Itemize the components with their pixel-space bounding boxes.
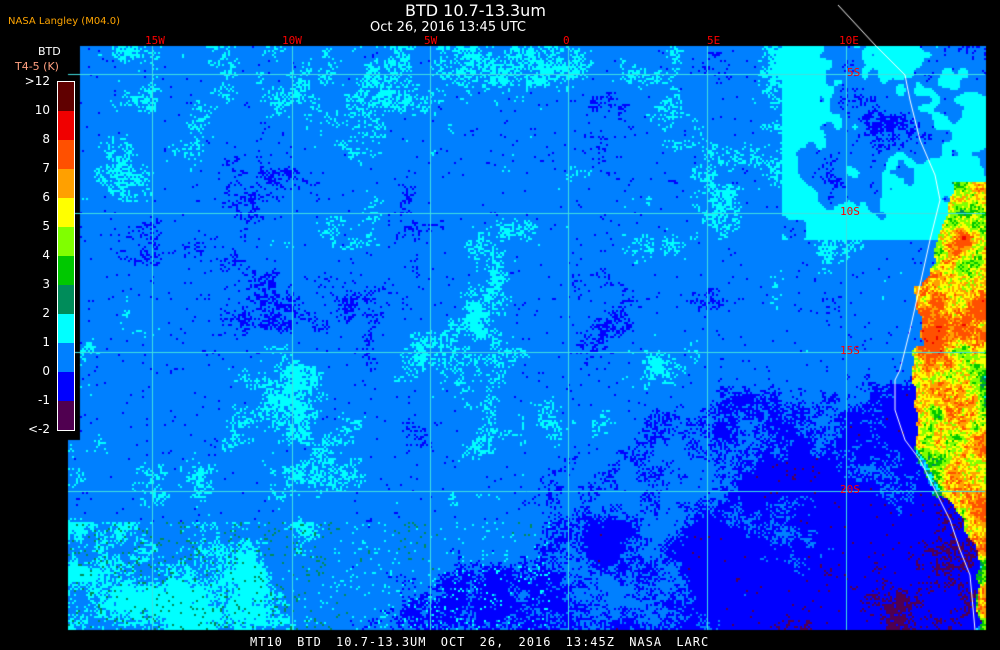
color-swatch xyxy=(58,111,74,140)
color-scale-label: >12 xyxy=(24,74,50,88)
lat-label: 5S xyxy=(847,66,861,79)
color-swatch xyxy=(58,140,74,169)
color-scale-label: 5 xyxy=(42,219,50,233)
color-swatch xyxy=(58,169,74,198)
lon-label: 5W xyxy=(424,34,438,47)
lon-label: 10W xyxy=(282,34,302,47)
lon-label: 5E xyxy=(707,34,721,47)
legend-title: BTD xyxy=(38,45,61,58)
color-swatch xyxy=(58,285,74,314)
color-scale-label: 3 xyxy=(42,277,50,291)
color-scale-label: 2 xyxy=(42,306,50,320)
lat-label: 15S xyxy=(840,344,860,357)
color-swatch xyxy=(58,198,74,227)
timestamp: Oct 26, 2016 13:45 UTC xyxy=(370,20,526,35)
footer-caption: MT10 BTD 10.7-13.3UM OCT 26, 2016 13:45Z… xyxy=(250,635,710,649)
legend-unit: T4-5 (K) xyxy=(15,60,59,73)
product-title: BTD 10.7-13.3um xyxy=(405,1,546,20)
color-swatch xyxy=(58,314,74,343)
color-scale-label: 10 xyxy=(34,103,50,117)
lon-label: 10E xyxy=(839,34,859,47)
color-swatch xyxy=(58,82,74,111)
color-scale-label: 0 xyxy=(42,364,50,378)
color-swatch xyxy=(58,227,74,256)
color-swatch xyxy=(58,256,74,285)
agency-label: NASA Langley (M04.0) xyxy=(8,16,120,27)
lat-label: 10S xyxy=(840,205,860,218)
lon-label: 15W xyxy=(145,34,165,47)
color-swatch xyxy=(58,372,74,401)
color-scale-label: -1 xyxy=(38,393,50,407)
color-scale-label: 8 xyxy=(42,132,50,146)
color-scale-label: 6 xyxy=(42,190,50,204)
color-swatch xyxy=(58,343,74,372)
color-scale-label: <-2 xyxy=(27,422,50,436)
color-scale-bar xyxy=(57,81,75,431)
lon-label: 0 xyxy=(563,34,570,47)
color-scale-label: 1 xyxy=(42,335,50,349)
lat-label: 20S xyxy=(840,483,860,496)
color-swatch xyxy=(58,401,74,430)
color-scale-label: 7 xyxy=(42,161,50,175)
color-scale-label: 4 xyxy=(42,248,50,262)
